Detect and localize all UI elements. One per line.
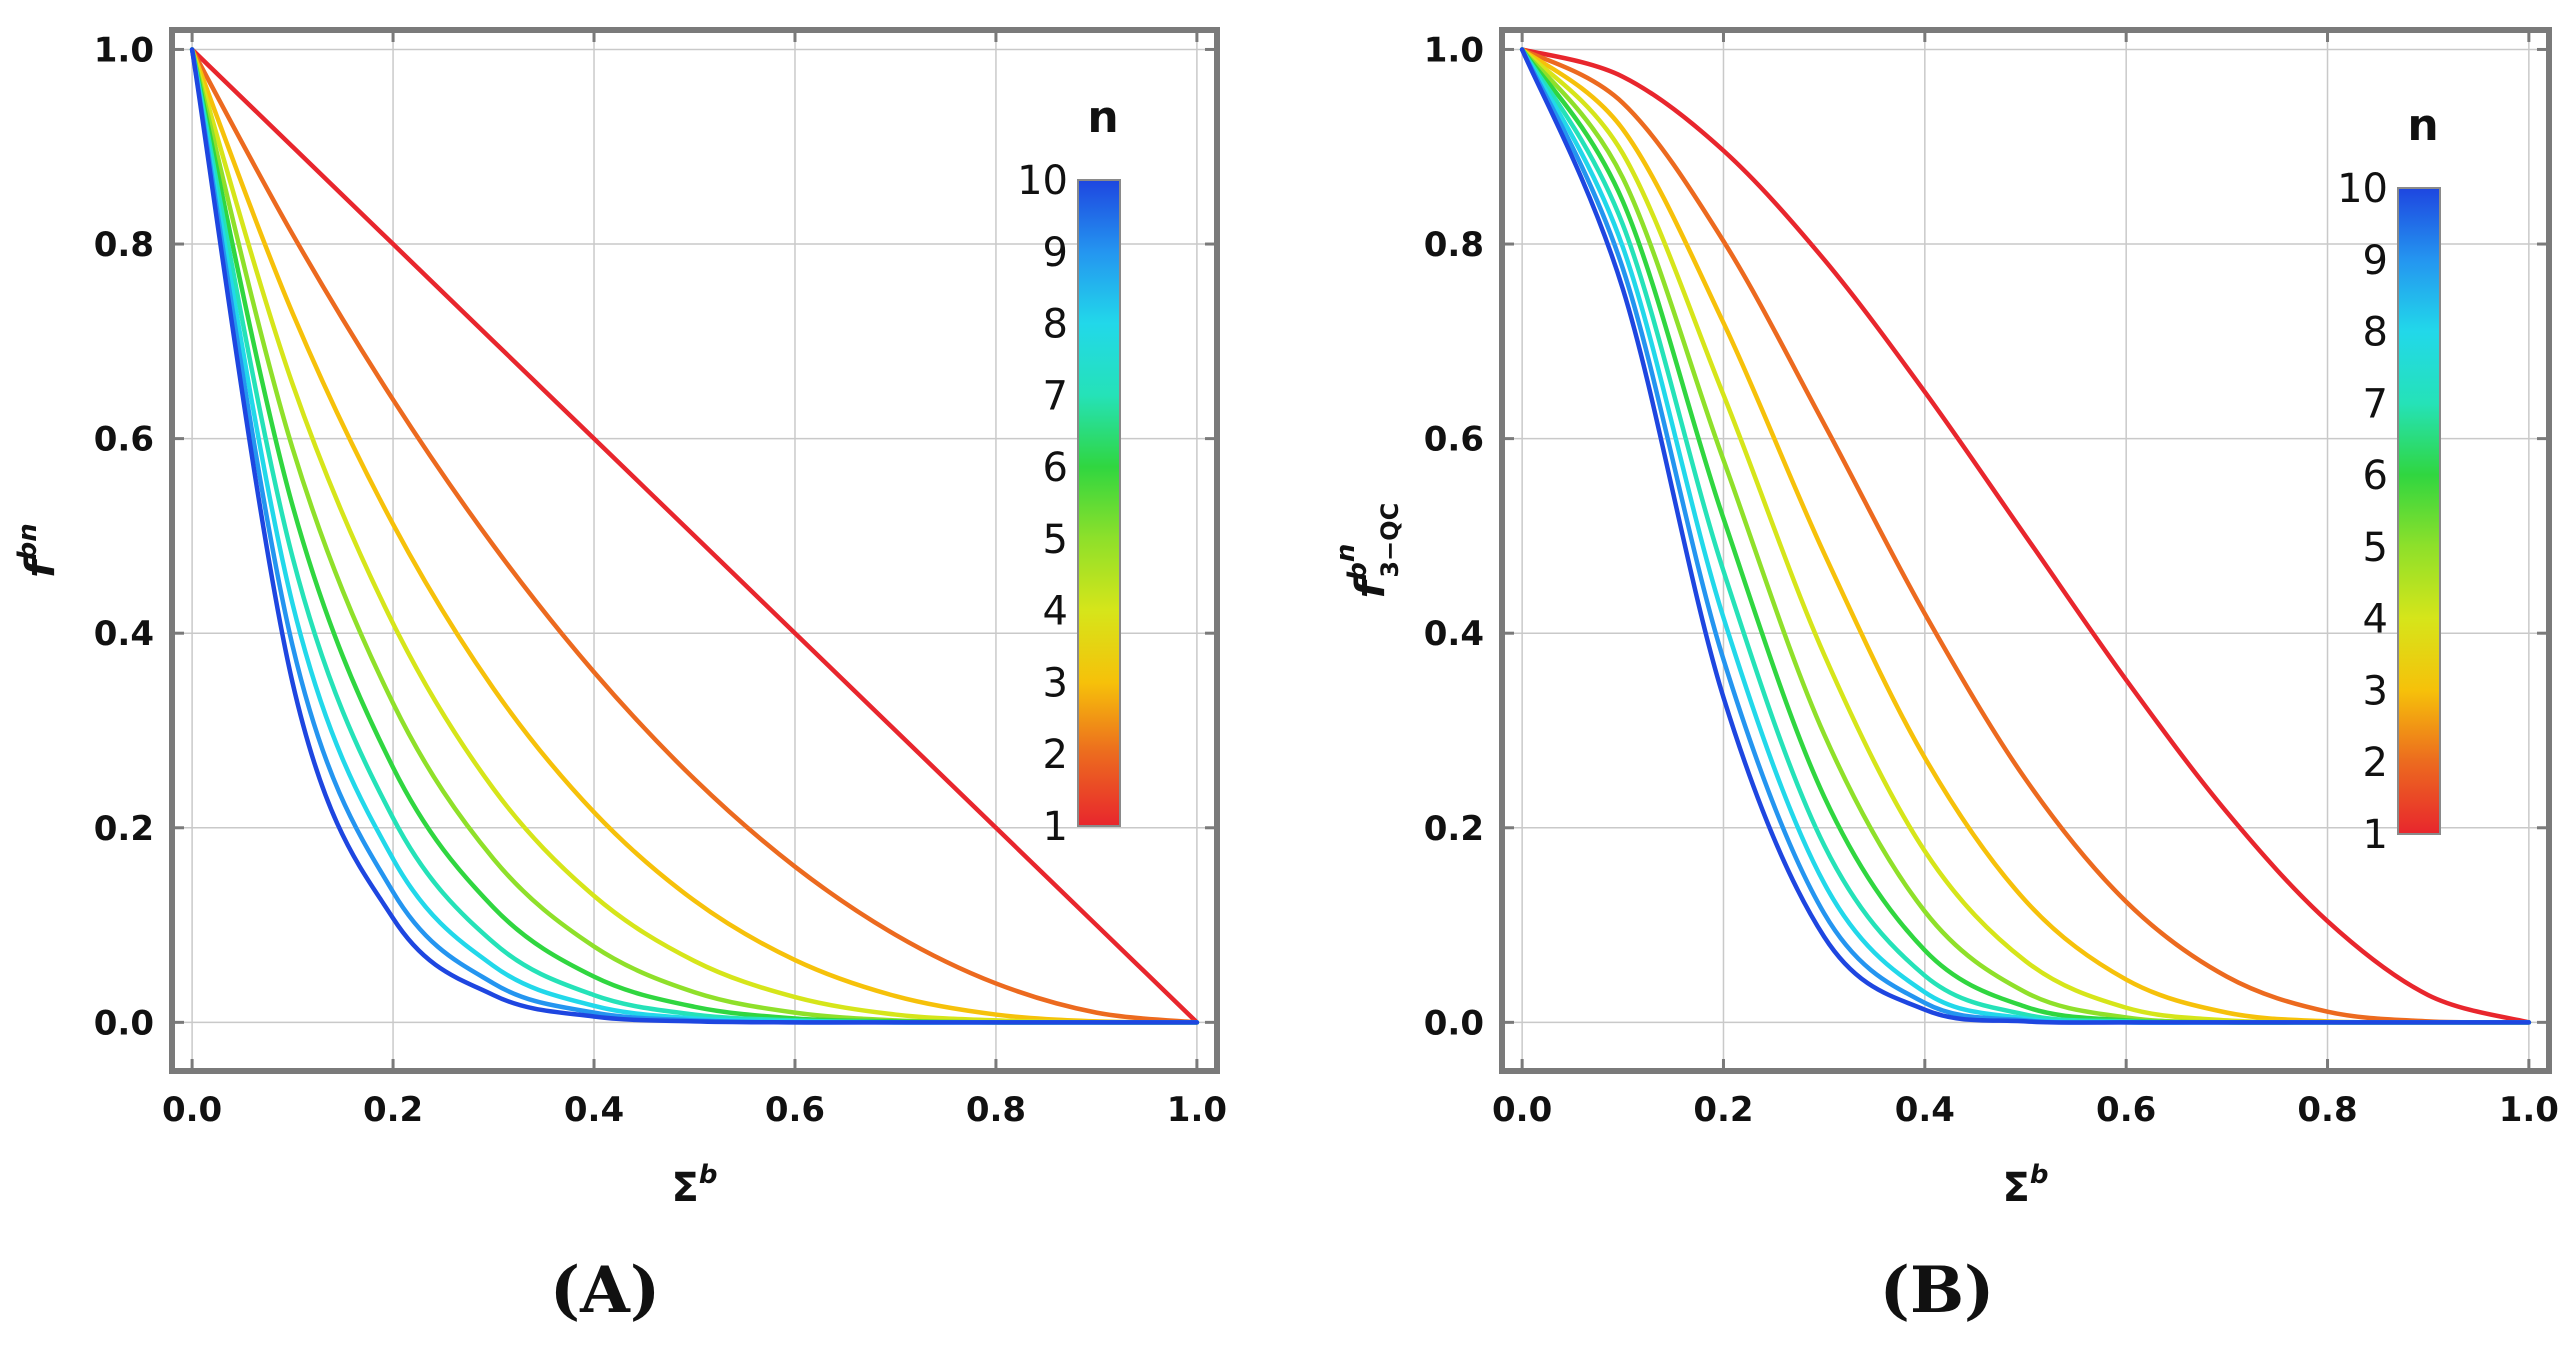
- legend-label: 6: [1043, 445, 1068, 491]
- legend-label: 2: [2363, 740, 2388, 786]
- legend-label: 1: [1043, 804, 1068, 850]
- y-axis-title: fbn: [13, 523, 64, 578]
- y-axis-title-sub: 3−QC: [1376, 503, 1404, 578]
- legend-label: 10: [1017, 158, 1068, 204]
- legend-label: 5: [2363, 525, 2388, 571]
- x-tick-label: 0.8: [966, 1090, 1026, 1130]
- legend-label: 3: [2363, 668, 2388, 714]
- x-tick-label: 0.2: [363, 1090, 423, 1130]
- plot-frame: [169, 27, 1220, 1074]
- series-group: [1519, 47, 2532, 1025]
- x-axis-title-main: Σ: [2003, 1165, 2030, 1211]
- legend-title: n: [1087, 92, 1118, 143]
- grid-lines: [172, 30, 1217, 1071]
- series-line-n3: [189, 47, 1200, 1025]
- legend-label: 7: [1043, 373, 1068, 419]
- y-tick-label: 0.6: [1424, 420, 1484, 460]
- y-tick-label: 0.2: [1424, 809, 1484, 849]
- y-axis-title-sup: b: [1343, 562, 1373, 581]
- y-axis-title-main: f: [18, 556, 64, 578]
- y-tick-label: 0.8: [1424, 225, 1484, 265]
- chart-panel-b: 0.0 0.2 0.4 0.6 0.8 1.00.00.20.40.60.81.0Σbfb…: [1331, 27, 2559, 1211]
- legend-label: 9: [1043, 230, 1068, 276]
- y-axis-title-sup: bn: [13, 523, 43, 560]
- legend-label: 4: [1043, 589, 1068, 635]
- series-line-n1: [1519, 47, 2532, 1025]
- y-axis-title-main: f: [1348, 576, 1394, 598]
- x-tick-label: 1.0: [1167, 1090, 1227, 1130]
- x-tick-label: 0.4: [1895, 1090, 1955, 1130]
- y-tick-label: 1.0: [1424, 30, 1484, 70]
- legend-label: 7: [2363, 381, 2388, 427]
- legend-colorbar: n 10 9 8 7 6 5 4 3 2 1: [2337, 100, 2441, 858]
- legend-title: n: [2407, 100, 2438, 151]
- legend-color-bar: [1077, 179, 1121, 827]
- legend-color-bar: [2397, 187, 2441, 835]
- legend-label: 4: [2363, 597, 2388, 643]
- series-line-n2: [189, 47, 1200, 1025]
- y-tick-label: 0.8: [94, 225, 154, 265]
- legend-label: 2: [1043, 732, 1068, 778]
- chart-panel-a: 0.0 0.2 0.4 0.6 0.8 1.00.00.20.40.60.81.0Σbfb…: [13, 27, 1227, 1211]
- x-tick-label: 0.6: [765, 1090, 825, 1130]
- y-tick-label: 0.6: [94, 420, 154, 460]
- x-axis-title: Σb: [2003, 1160, 2049, 1211]
- x-tick-label: 0.8: [2297, 1090, 2357, 1130]
- panel-label: (B): [1880, 1253, 1995, 1328]
- series-line-n2: [1519, 47, 2532, 1025]
- series-line-n1: [189, 47, 1200, 1025]
- legend-label: 9: [2363, 238, 2388, 284]
- series-line-n10: [189, 47, 1200, 1025]
- y-tick-label: 1.0: [94, 30, 154, 70]
- legend-label: 10: [2337, 166, 2388, 212]
- y-tick-label: 0.0: [94, 1003, 154, 1043]
- plot-area: [172, 30, 1217, 1071]
- legend-label: 8: [2363, 310, 2388, 356]
- legend-label: 1: [2363, 812, 2388, 858]
- legend-colorbar: n 10 9 8 7 6 5 4 3 2 1: [1017, 92, 1121, 850]
- x-tick-label: 0.0: [162, 1090, 222, 1130]
- legend-label: 3: [1043, 660, 1068, 706]
- y-tick-label: 0.4: [1424, 614, 1484, 654]
- series-group: [189, 47, 1200, 1025]
- legend-label: 5: [1043, 517, 1068, 563]
- legend-label: 6: [2363, 453, 2388, 499]
- axis-ticks: 0.0 0.2 0.4 0.6 0.8 1.0 0.0 0.2 0.4 0.6 0.8 1.0: [1424, 30, 2559, 1130]
- y-axis-title: fbn 3−QC: [1331, 503, 1404, 598]
- plot-frame: [1499, 27, 2552, 1074]
- y-tick-label: 0.4: [94, 614, 154, 654]
- x-axis-title-sup: b: [699, 1160, 718, 1190]
- panel-label: (A): [550, 1253, 660, 1328]
- y-axis-title-sup2: n: [1331, 544, 1361, 563]
- x-tick-label: 0.0: [1492, 1090, 1552, 1130]
- x-axis-title-sup: b: [2030, 1160, 2049, 1190]
- legend-label: 8: [1043, 302, 1068, 348]
- x-tick-label: 0.4: [564, 1090, 624, 1130]
- x-tick-label: 1.0: [2499, 1090, 2559, 1130]
- y-tick-label: 0.2: [94, 809, 154, 849]
- x-tick-label: 0.2: [1693, 1090, 1753, 1130]
- axis-ticks: 0.0 0.2 0.4 0.6 0.8 1.0 0.0 0.2 0.4 0.6 0.8 1.0: [94, 30, 1227, 1130]
- x-tick-label: 0.6: [2096, 1090, 2156, 1130]
- y-tick-label: 0.0: [1424, 1003, 1484, 1043]
- x-axis-title-main: Σ: [672, 1165, 699, 1211]
- x-axis-title: Σb: [672, 1160, 718, 1211]
- series-line-n10: [1519, 47, 2532, 1025]
